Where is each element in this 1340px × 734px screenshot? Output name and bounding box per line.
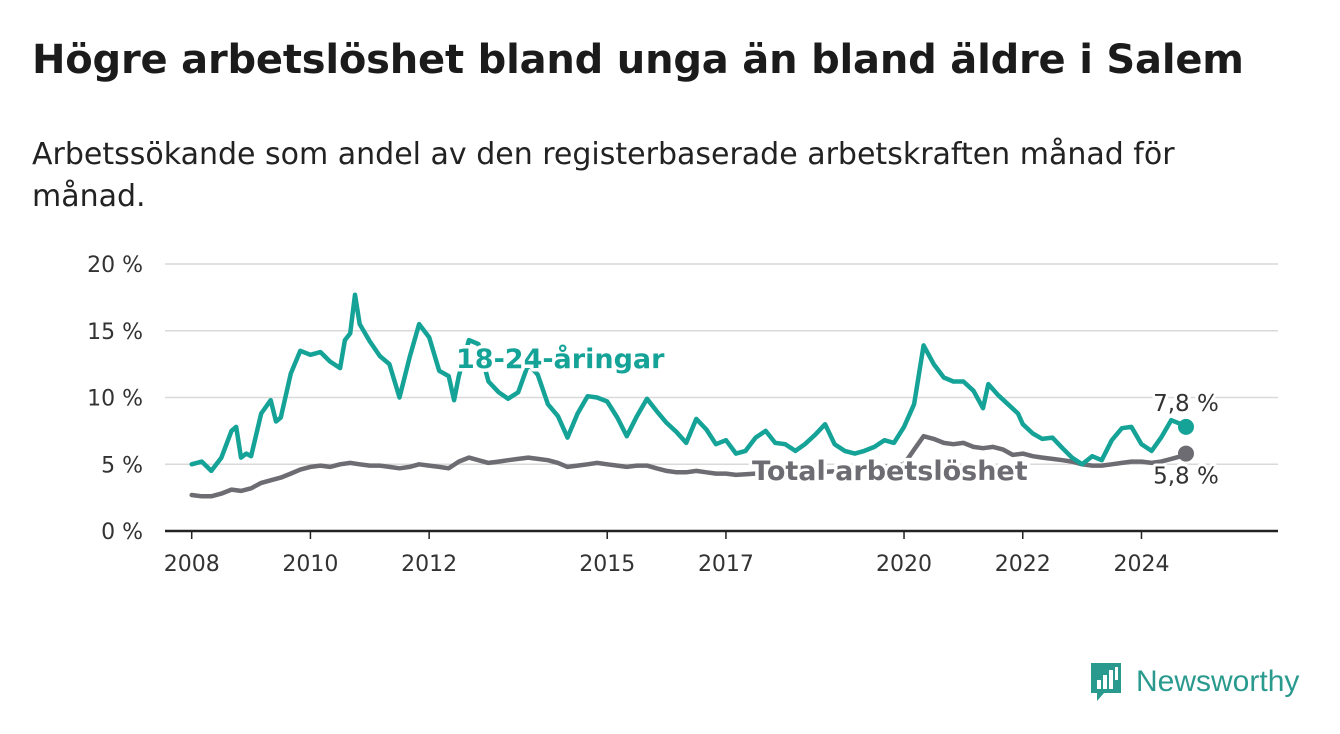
y-tick-label: 0 % bbox=[101, 520, 143, 545]
x-tick-label: 2024 bbox=[1113, 552, 1169, 577]
axis-layer: 0 % 5 % 10 % 15 % 20 % 2008 2010 2012 2015 2017 20… bbox=[87, 253, 1278, 577]
x-tick-label: 2017 bbox=[698, 552, 754, 577]
series-line-youth bbox=[189, 292, 1189, 474]
label-layer: 18-24-åringar Total arbetslöshet 7,8 % 5,8 … bbox=[453, 340, 1222, 493]
series-layer bbox=[189, 292, 1194, 499]
series-line-total bbox=[189, 433, 1189, 499]
y-tick-label: 15 % bbox=[87, 320, 143, 345]
end-label-total: 5,8 % bbox=[1153, 464, 1219, 490]
chart-title: Högre arbetslöshet bland unga än bland ä… bbox=[32, 37, 1244, 83]
y-tick-label: 20 % bbox=[87, 253, 143, 278]
y-tick-label: 10 % bbox=[87, 387, 143, 412]
newsworthy-logo: Newsworthy bbox=[1088, 658, 1299, 706]
end-label-youth: 7,8 % bbox=[1153, 391, 1219, 417]
newsworthy-logo-icon bbox=[1091, 663, 1121, 701]
end-point-youth bbox=[1177, 418, 1194, 435]
x-tick-label: 2020 bbox=[876, 552, 932, 577]
y-tick-label: 5 % bbox=[101, 453, 143, 478]
chart-subtitle: Arbetssökande som andel av den registerb… bbox=[32, 137, 1175, 214]
x-tick-label: 2008 bbox=[164, 552, 220, 577]
end-point-total bbox=[1177, 445, 1194, 462]
series-label-youth: 18-24-åringar bbox=[456, 343, 665, 375]
x-tick-label: 2012 bbox=[401, 552, 457, 577]
brand-name: Newsworthy bbox=[1136, 665, 1300, 698]
x-tick-label: 2010 bbox=[282, 552, 338, 577]
x-tick-label: 2015 bbox=[579, 552, 635, 577]
series-label-total: Total arbetslöshet bbox=[752, 456, 1028, 487]
x-tick-label: 2022 bbox=[995, 552, 1051, 577]
